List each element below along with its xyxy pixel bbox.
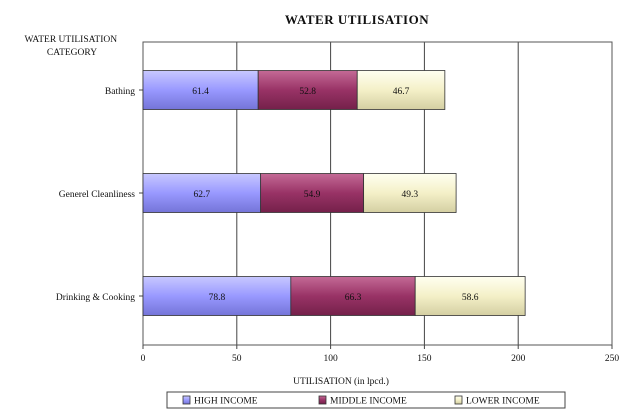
x-axis-title: UTILISATION (in lpcd.) (293, 376, 389, 387)
data-label: 46.7 (393, 87, 410, 97)
data-label: 58.6 (462, 293, 479, 303)
data-label: 61.4 (192, 87, 209, 97)
chart-title: WATER UTILISATION (285, 12, 429, 27)
x-tick-label: 150 (417, 354, 432, 364)
x-tick-label: 0 (141, 354, 146, 364)
legend-label: HIGH INCOME (194, 397, 258, 407)
x-tick-label: 250 (605, 354, 620, 364)
labels: 0 50 100 150 200 250 61.4 52.8 46.7 Bathing 62.7 54… (56, 87, 620, 364)
legend-swatch (183, 396, 190, 404)
y-axis-title-line-1: WATER UTILISATION (25, 35, 118, 45)
x-tick-label: 100 (323, 354, 338, 364)
data-label: 49.3 (402, 190, 419, 200)
category-label: Bathing (105, 87, 135, 97)
category-label: Generel Cleanliness (59, 190, 136, 200)
data-label: 62.7 (194, 190, 211, 200)
y-axis-title: WATER UTILISATION CATEGORY (25, 35, 120, 58)
data-label: 78.8 (209, 293, 226, 303)
x-tick-label: 50 (232, 354, 242, 364)
legend-label: LOWER INCOME (466, 397, 540, 407)
data-label: 54.9 (304, 190, 321, 200)
data-label: 66.3 (345, 293, 362, 303)
y-axis-title-line-2: CATEGORY (47, 48, 97, 58)
category-label: Drinking & Cooking (56, 293, 135, 303)
legend: HIGH INCOME MIDDLE INCOME LOWER INCOME (167, 392, 565, 408)
data-label: 52.8 (299, 87, 316, 97)
legend-swatch (455, 396, 462, 404)
x-tick-label: 200 (511, 354, 526, 364)
legend-label: MIDDLE INCOME (330, 397, 407, 407)
legend-swatch (319, 396, 326, 404)
